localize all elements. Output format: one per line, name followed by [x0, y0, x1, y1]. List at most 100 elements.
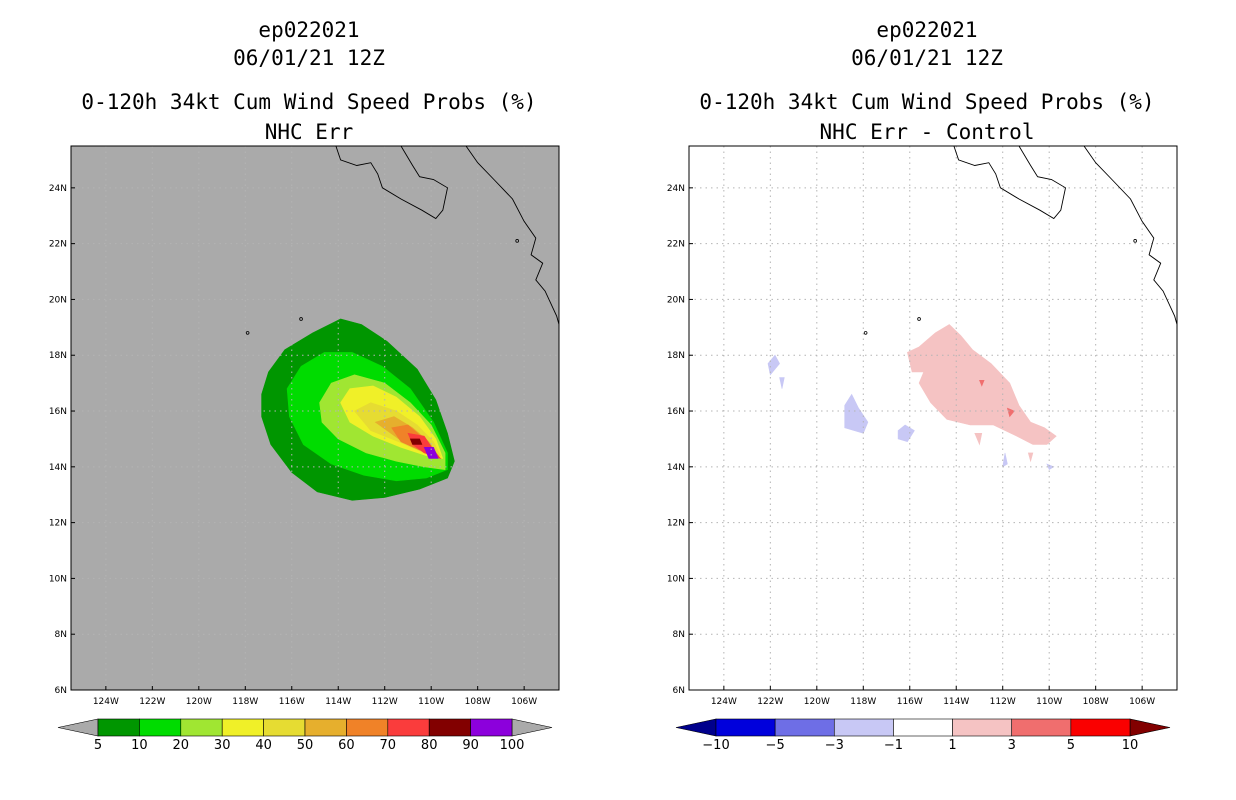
colorbar-label: −10	[702, 738, 729, 753]
date-title: 06/01/21 12Z	[851, 46, 1003, 70]
date-title: 06/01/21 12Z	[233, 46, 385, 70]
colorbar-label: 30	[214, 738, 231, 753]
contour-3	[979, 379, 985, 387]
island	[515, 239, 519, 243]
contour-neg1	[767, 354, 780, 376]
x-tick-label: 106W	[1129, 697, 1155, 707]
mexico-coastline	[1083, 146, 1177, 325]
colorbar-label: 5	[1067, 738, 1075, 753]
contour-neg1	[844, 393, 869, 434]
x-tick-label: 124W	[93, 697, 119, 707]
left-panel: ep022021 06/01/21 12Z 0-120h 34kt Cum Wi…	[49, 18, 560, 753]
colorbar: −10 −5 −3 −1 1 3 5 10	[675, 718, 1171, 753]
y-tick-label: 10N	[667, 574, 685, 584]
mexico-coastline	[465, 146, 559, 325]
colorbar: 5 10 20 30 40 50 60 70 80 90 100	[57, 718, 553, 753]
contour-neg1	[1002, 452, 1008, 468]
colorbar-label: 5	[94, 738, 102, 753]
colorbar-label: 80	[421, 738, 438, 753]
y-tick-label: 22N	[49, 240, 67, 250]
colorbar-over-arrow	[1129, 718, 1171, 737]
colorbar-swatch	[893, 718, 953, 737]
y-tick-label: 8N	[673, 630, 685, 640]
plot-area	[71, 146, 559, 690]
y-tick-label: 12N	[667, 519, 685, 529]
colorbar-swatch	[97, 718, 140, 737]
colorbar-swatch	[952, 718, 1013, 737]
contour-1	[1027, 452, 1034, 463]
x-tick-label: 110W	[1036, 697, 1062, 707]
x-tick-label: 110W	[418, 697, 444, 707]
x-tick-label: 122W	[757, 697, 783, 707]
x-tick-label: 106W	[511, 697, 537, 707]
y-tick-label: 16N	[667, 407, 685, 417]
y-tick-label: 16N	[49, 407, 67, 417]
contour-neg1	[1046, 463, 1055, 471]
x-tick-label: 120W	[186, 697, 212, 707]
colorbar-swatch	[470, 718, 513, 737]
colorbar-under-arrow	[675, 718, 717, 737]
y-tick-label: 18N	[667, 351, 685, 361]
y-tick-label: 8N	[55, 630, 67, 640]
colorbar-swatch	[774, 718, 835, 737]
colorbar-label: 1	[948, 738, 956, 753]
y-tick-label: 24N	[667, 184, 685, 194]
subtitle: NHC Err	[264, 120, 354, 144]
left-map-chart: 124W 122W 120W 118W 116W 114W 112W 110W 108W 106W…	[49, 145, 560, 753]
x-tick-label: 120W	[804, 697, 830, 707]
colorbar-swatch	[180, 718, 223, 737]
x-tick-label: 116W	[897, 697, 923, 707]
colorbar-label: 90	[462, 738, 479, 753]
contour-neg1	[897, 424, 915, 443]
plot-frame	[688, 145, 1178, 691]
colorbar-label: 40	[255, 738, 272, 753]
colorbar-over-arrow	[511, 718, 553, 737]
x-tick-label: 114W	[325, 697, 351, 707]
y-tick-label: 18N	[49, 351, 67, 361]
storm-id-title: ep022021	[876, 18, 978, 42]
colorbar-swatch	[139, 718, 182, 737]
island	[1133, 239, 1137, 243]
colorbar-swatch	[221, 718, 264, 737]
colorbar-swatch	[346, 718, 389, 737]
colorbar-swatch	[263, 718, 306, 737]
plot-frame	[70, 145, 560, 691]
colorbar-label: 3	[1008, 738, 1016, 753]
y-tick-label: 14N	[49, 463, 67, 473]
colorbar-label: 100	[500, 738, 525, 753]
colorbar-under-arrow	[57, 718, 99, 737]
y-tick-label: 20N	[667, 295, 685, 305]
colorbar-label: −1	[884, 738, 903, 753]
x-tick-label: 112W	[372, 697, 398, 707]
subtitle: NHC Err - Control	[819, 120, 1035, 144]
colorbar-swatch	[715, 718, 776, 737]
x-tick-label: 108W	[465, 697, 491, 707]
colorbar-swatch	[428, 718, 471, 737]
x-tick-label: 112W	[990, 697, 1016, 707]
colorbar-label: −5	[766, 738, 785, 753]
y-tick-label: 6N	[55, 686, 67, 696]
contour-3	[1006, 407, 1015, 418]
right-panel: ep022021 06/01/21 12Z 0-120h 34kt Cum Wi…	[618, 0, 1236, 800]
colorbar-label: 10	[1122, 738, 1139, 753]
y-tick-label: 22N	[667, 240, 685, 250]
x-tick-label: 122W	[139, 697, 165, 707]
x-tick-label: 124W	[711, 697, 737, 707]
island	[917, 317, 921, 321]
contour-80	[409, 438, 423, 445]
y-tick-label: 14N	[667, 463, 685, 473]
baja-coastline	[335, 146, 449, 220]
colorbar-label: −3	[825, 738, 844, 753]
colorbar-label: 60	[338, 738, 355, 753]
y-tick-label: 24N	[49, 184, 67, 194]
island	[245, 331, 250, 335]
x-tick-label: 118W	[850, 697, 876, 707]
colorbar-swatch	[1070, 718, 1131, 737]
colorbar-label: 20	[173, 738, 190, 753]
product-title: 0-120h 34kt Cum Wind Speed Probs (%)	[699, 90, 1155, 114]
colorbar-label: 10	[131, 738, 148, 753]
plot-area	[689, 146, 1177, 690]
island	[299, 317, 303, 321]
baja-coastline	[953, 146, 1067, 220]
island	[863, 331, 868, 335]
